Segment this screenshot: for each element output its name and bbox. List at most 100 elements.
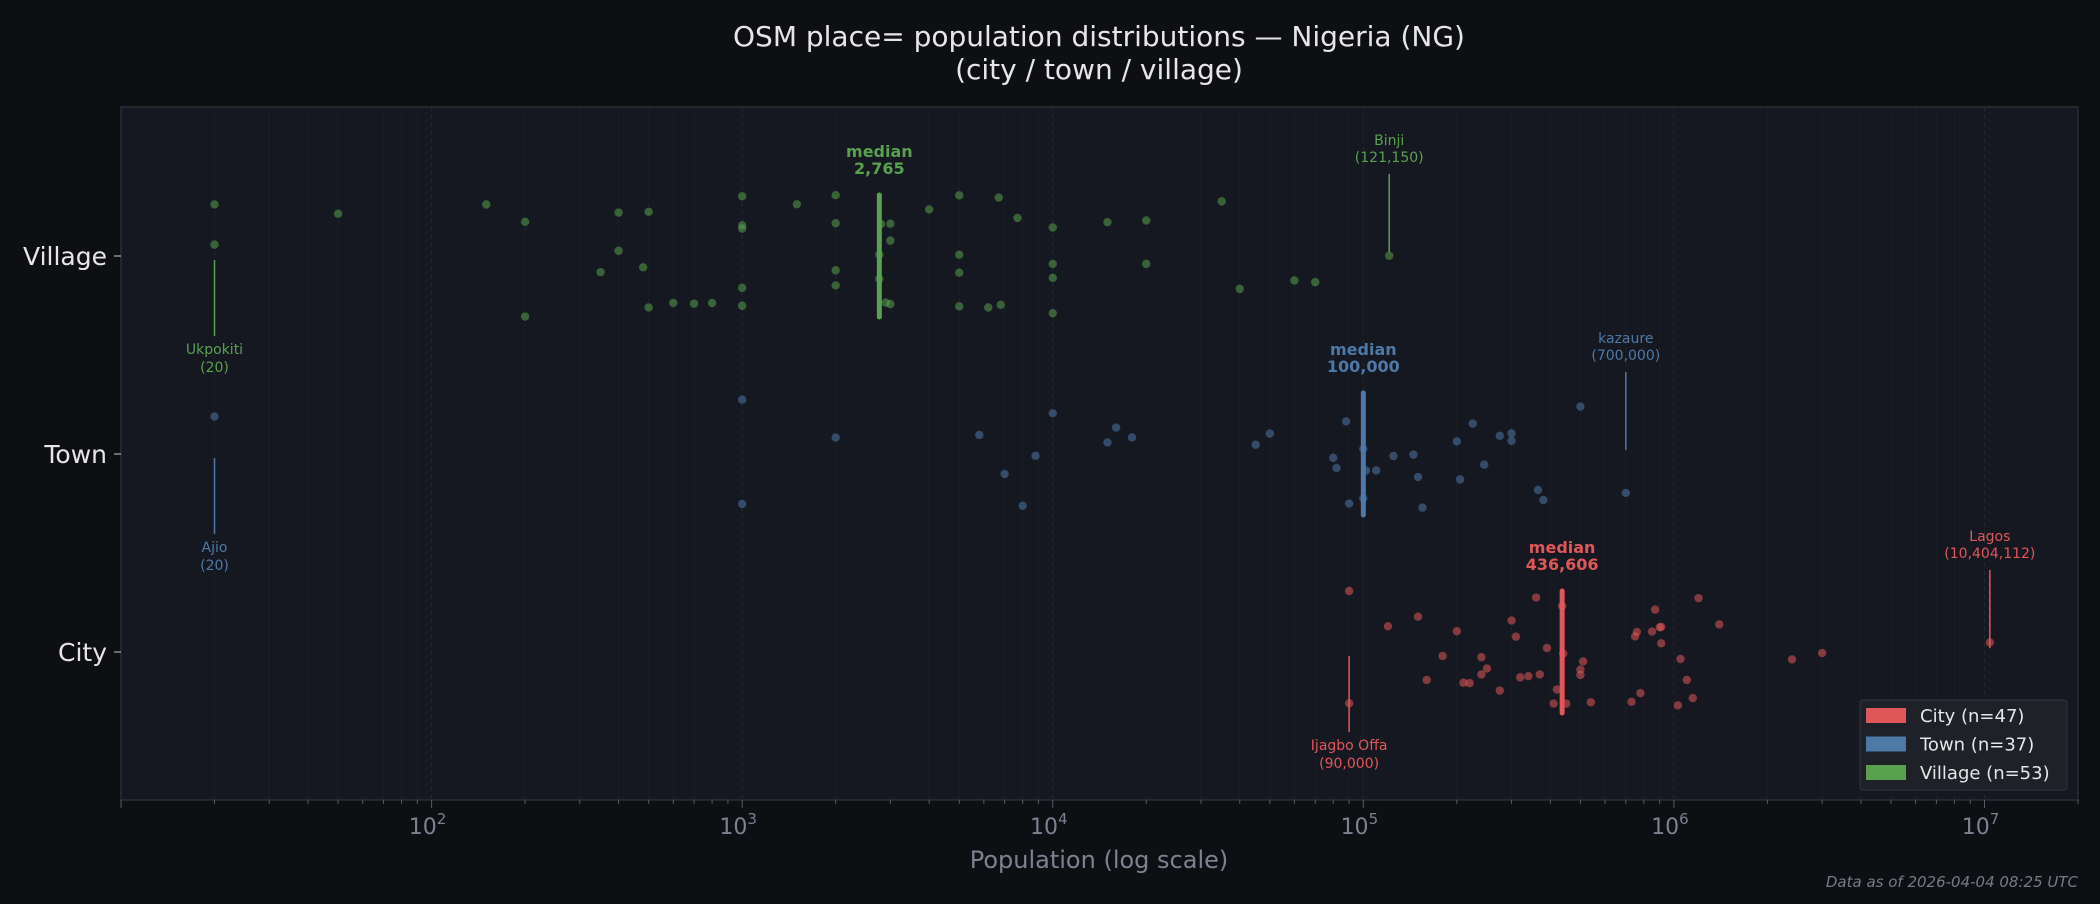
village-point: [1048, 273, 1057, 283]
village-point: [955, 268, 964, 277]
village-point: [831, 219, 840, 228]
village-point: [638, 263, 648, 272]
village-point: [614, 208, 623, 217]
village-point: [644, 303, 653, 312]
village-point: [737, 192, 747, 201]
village-point: [644, 207, 653, 217]
town-min-name: Ajio: [202, 540, 228, 556]
city-point: [1542, 643, 1552, 653]
y-tick-label-city: City: [58, 638, 107, 667]
village-point: [831, 190, 840, 200]
village-point: [737, 283, 747, 293]
village-point: [1103, 217, 1112, 227]
town-point: [1018, 501, 1027, 510]
city-point: [1673, 701, 1683, 710]
town-point: [737, 499, 747, 509]
village-point: [1048, 308, 1057, 318]
town-point: [1265, 429, 1275, 438]
village-point: [520, 217, 530, 227]
city-point: [1422, 675, 1431, 685]
town-max-name: kazaure: [1598, 331, 1653, 347]
city-point: [1656, 622, 1666, 632]
town-point: [1329, 453, 1338, 463]
city-point: [1715, 620, 1724, 629]
city-point: [1627, 697, 1636, 707]
town-point: [1111, 423, 1121, 432]
city-legend-swatch: [1866, 708, 1906, 723]
city-max-name: Lagos: [1969, 529, 2010, 545]
village-point: [333, 209, 343, 218]
village-point: [886, 219, 895, 228]
village-point: [210, 240, 219, 249]
city-point: [1787, 655, 1797, 664]
town-median-label: median: [1330, 340, 1397, 359]
city-point: [1647, 627, 1657, 636]
town-point: [1455, 475, 1465, 484]
city-point: [1452, 626, 1462, 636]
city-legend-label: City (n=47): [1920, 706, 2024, 727]
city-point: [1817, 648, 1827, 658]
town-point: [1103, 438, 1112, 447]
town-min-value: (20): [200, 558, 229, 574]
city-point: [1688, 693, 1697, 703]
town-point: [975, 430, 984, 440]
legend[interactable]: City (n=47) Town (n=37) Village (n=53): [1859, 699, 2068, 791]
village-point: [1142, 216, 1151, 225]
village-min-value: (20): [200, 360, 229, 376]
town-point: [1031, 451, 1040, 461]
town-point: [1048, 408, 1057, 418]
city-point: [1650, 605, 1660, 614]
city-point: [1694, 593, 1703, 603]
village-point: [737, 221, 747, 230]
town-median-value: 100,000: [1327, 357, 1400, 376]
city-point: [1656, 639, 1666, 648]
village-max-name: Binji: [1374, 133, 1404, 149]
y-tick-label-town: Town: [43, 440, 107, 469]
town-point: [1409, 450, 1418, 459]
town-point: [1418, 503, 1427, 512]
village-point: [955, 191, 964, 200]
village-median-value: 2,765: [854, 159, 905, 178]
village-point: [984, 303, 993, 312]
footer-timestamp: Data as of 2026-04-04 08:25 UTC: [1826, 873, 2079, 891]
city-point: [1549, 699, 1558, 708]
city-point: [1531, 593, 1541, 602]
city-point: [1495, 686, 1504, 695]
city-point: [1676, 654, 1685, 664]
legend-box: [1859, 699, 2068, 791]
x-axis: 102 103 104 105 106 107: [120, 800, 2079, 840]
village-point: [1235, 284, 1244, 294]
city-point: [1586, 698, 1596, 707]
village-point: [520, 312, 530, 321]
village-point: [1013, 213, 1022, 223]
y-axis: Village Town City: [23, 242, 121, 667]
x-tick-label: 103: [719, 810, 757, 840]
village-point: [707, 298, 717, 308]
village-point: [1385, 251, 1394, 260]
town-point: [1452, 437, 1462, 446]
town-point: [1468, 419, 1477, 428]
town-legend-label: Town (n=37): [1919, 735, 2034, 756]
village-point: [669, 298, 678, 308]
city-point: [1576, 665, 1585, 674]
city-point: [1413, 612, 1423, 621]
city-point: [1477, 653, 1486, 662]
village-point: [955, 250, 964, 259]
city-point: [1438, 651, 1447, 661]
chart-subtitle: (city / town / village): [955, 53, 1243, 86]
town-point: [1000, 469, 1009, 479]
village-max-value: (121,150): [1355, 150, 1424, 166]
town-point: [1251, 440, 1260, 449]
village-point: [831, 266, 840, 275]
city-point: [1535, 670, 1545, 679]
x-tick-label: 104: [1030, 810, 1068, 840]
village-point: [482, 200, 491, 209]
village-point: [955, 302, 964, 311]
city-point: [1632, 627, 1642, 637]
city-point: [1465, 678, 1474, 688]
x-tick-label: 106: [1651, 810, 1689, 840]
village-point: [1048, 223, 1057, 232]
city-point: [1636, 688, 1645, 698]
city-min-name: Ijagbo Offa: [1311, 738, 1388, 754]
